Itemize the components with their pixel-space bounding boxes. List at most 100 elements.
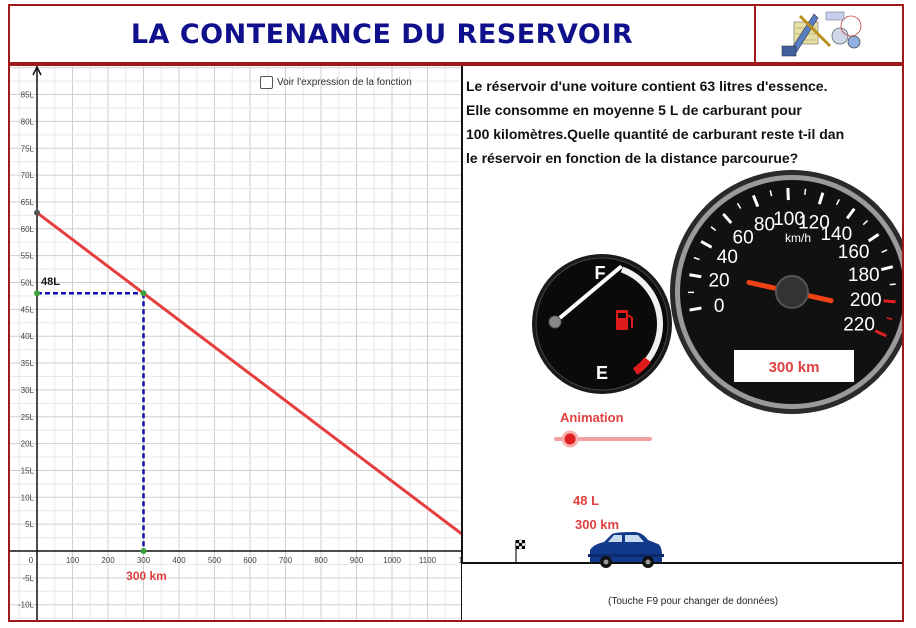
fuel-gauge: F E (532, 254, 672, 394)
fuel-empty-zone (632, 357, 651, 375)
y-tick-label: 10L (21, 493, 35, 502)
y-tick-label: 50L (21, 279, 35, 288)
speed-tick (710, 226, 717, 232)
speed-tick (862, 219, 869, 226)
x-tick-label: 400 (172, 556, 186, 565)
speed-tick (886, 317, 893, 321)
speed-label: 180 (848, 265, 880, 286)
animation-slider[interactable] (554, 430, 652, 448)
speed-tick (874, 329, 887, 338)
speed-label: 100 (773, 209, 805, 230)
y-tick-label: 15L (21, 466, 35, 475)
main-panel: 85L 80L 75L 70L 65L 60L 55L 50L 45L 40L 35L 30L 25L 2… (8, 64, 904, 622)
title-banner: LA CONTENANCE DU RESERVOIR (8, 4, 756, 64)
speed-unit: km/h (785, 231, 811, 245)
y-tick-label: 30L (21, 386, 35, 395)
show-function-label: Voir l'expression de la fonction (277, 77, 412, 88)
fuel-pump-icon (616, 310, 633, 330)
show-function-checkbox[interactable] (260, 76, 273, 89)
speed-tick (689, 273, 702, 279)
speed-tick (693, 256, 700, 261)
x-tick-label: 300 (137, 556, 151, 565)
speed-label: 40 (717, 247, 738, 268)
fuel-full-label: F (595, 263, 606, 283)
speed-tick (689, 306, 702, 312)
x-tick-label: 800 (314, 556, 328, 565)
odometer-display (734, 350, 854, 382)
speed-tick (867, 233, 880, 243)
speed-label: 140 (820, 224, 852, 245)
x-tick-label: 600 (243, 556, 257, 565)
car-liters-label: 48 L (573, 493, 600, 508)
speed-tick (736, 203, 742, 209)
fuel-function-line (36, 211, 486, 553)
x-tick-label: 500 (208, 556, 222, 565)
marked-point (140, 290, 147, 297)
x-tick-label: 700 (279, 556, 293, 565)
speed-label: 80 (754, 214, 775, 235)
y-tick-label: 80L (21, 117, 35, 126)
speed-label: 120 (798, 212, 830, 233)
speed-label: 20 (708, 271, 729, 292)
speed-tick (845, 207, 856, 220)
y-tick-label: 75L (21, 144, 35, 153)
x-tick-label: 1000 (383, 556, 401, 565)
grid (10, 66, 462, 620)
speed-tick (817, 192, 825, 205)
y-tick-label: 25L (21, 413, 35, 422)
y-tick-label: -10L (18, 601, 35, 610)
speed-needle-hub (775, 275, 809, 309)
axes: 85L 80L 75L 70L 65L 60L 55L 50L 45L 40L 35L 30L 25L 2… (10, 66, 468, 620)
y-tick-label: 55L (21, 252, 35, 261)
problem-statement: Le réservoir d'une voiture contient 63 l… (466, 78, 845, 166)
y-tick-label: -5L (22, 574, 34, 583)
speed-tick (769, 190, 773, 197)
y-projection-point (34, 290, 40, 297)
car-icon (588, 532, 664, 568)
fuel-needle (553, 265, 623, 324)
y-tick-label: 35L (21, 359, 35, 368)
speed-label: 160 (838, 242, 870, 263)
speed-tick (700, 240, 713, 249)
page-title: LA CONTENANCE DU RESERVOIR (130, 18, 634, 50)
x-tick-label: 0 (29, 556, 34, 565)
speed-label: 60 (733, 227, 754, 248)
speed-ticks (687, 188, 896, 338)
speed-label: 200 (850, 290, 882, 311)
x-projection-point (140, 548, 147, 554)
start-flag-icon (515, 539, 526, 562)
x-tick-label: 200 (101, 556, 115, 565)
y-axis-arrow (32, 66, 42, 76)
x-tick-label: 900 (350, 556, 364, 565)
y-tick-label: 40L (21, 332, 35, 341)
fuel-empty-label: E (596, 363, 608, 383)
car-distance-label: 300 km (575, 517, 620, 532)
y-intercept-point (34, 209, 40, 216)
y-tick-label: 45L (21, 305, 35, 314)
slider-handle[interactable] (561, 430, 579, 448)
show-function-checkbox-row[interactable]: Voir l'expression de la fonction (260, 76, 412, 89)
math-tools-logo-icon (781, 11, 862, 57)
odometer-value: 300 km (769, 359, 820, 376)
speed-tick (883, 299, 896, 304)
y-tick-label: 5L (25, 520, 34, 529)
logo-panel (754, 4, 904, 64)
speed-tick (881, 249, 888, 254)
plot: 48L 300 km (34, 209, 486, 583)
x-tick-label: 100 (66, 556, 80, 565)
y-tick-label: 70L (21, 171, 35, 180)
point-y-label: 48L (41, 276, 60, 288)
graph-canvas[interactable]: 85L 80L 75L 70L 65L 60L 55L 50L 45L 40L 35L 30L 25L 2… (10, 66, 902, 620)
y-tick-label: 65L (21, 198, 35, 207)
speed-tick (722, 212, 733, 224)
y-tick-label: 60L (21, 225, 35, 234)
speed-tick (880, 265, 894, 272)
speed-tick (835, 199, 840, 206)
speed-label: 0 (714, 296, 725, 317)
speed-tick (804, 188, 807, 195)
x-tick-label: 1100 (419, 556, 437, 565)
speed-label: 220 (843, 314, 875, 335)
animation-label: Animation (560, 410, 624, 425)
